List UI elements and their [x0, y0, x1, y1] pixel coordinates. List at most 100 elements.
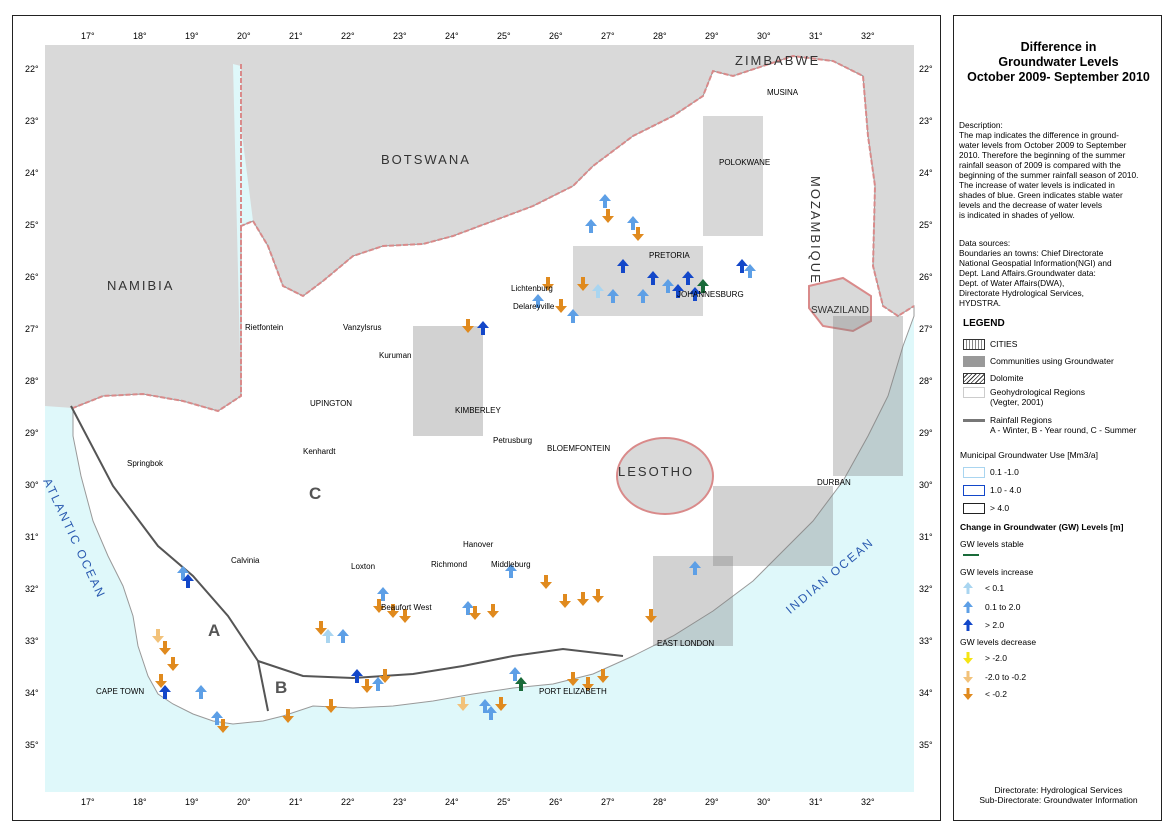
gw-decrease-arrow [155, 674, 167, 688]
description-text: Description: The map indicates the diffe… [959, 120, 1139, 220]
gw-decrease-arrow [567, 672, 579, 686]
lat-label: 34° [919, 688, 933, 698]
legend-cities-label: CITIES [990, 339, 1018, 349]
town-lichtenburg: Lichtenburg [511, 284, 553, 293]
town-cape-town: CAPE TOWN [96, 687, 145, 696]
lon-label: 25° [497, 31, 511, 41]
lon-label: 21° [289, 797, 303, 807]
legend-dec-3-label: < -0.2 [985, 689, 1007, 699]
gw-increase-arrow [159, 685, 171, 699]
legend-panel: Difference in Groundwater Levels October… [953, 15, 1162, 821]
geohydro-swatch [963, 387, 985, 398]
lat-label: 28° [919, 376, 933, 386]
legend-dec-2-label: -2.0 to -0.2 [985, 672, 1027, 682]
lon-label: 30° [757, 797, 771, 807]
municipal-head: Municipal Groundwater Use [Mm3/a] [960, 450, 1098, 460]
lon-label: 29° [705, 31, 719, 41]
gw-decrease-arrow [152, 629, 164, 643]
town-hanover: Hanover [463, 540, 494, 549]
use-mid-swatch [963, 485, 985, 496]
country-label-mozambique: MOZAMBIQUE [808, 176, 823, 285]
town-rietfontein: Rietfontein [245, 323, 284, 332]
legend-cities: CITIES [963, 339, 1017, 350]
gw-decrease-arrow [457, 697, 469, 711]
gw-increase-arrow [689, 287, 701, 301]
gw-decrease-arrow [582, 677, 594, 691]
lon-label: 23° [393, 797, 407, 807]
town-vanzylsrus: Vanzylsrus [343, 323, 382, 332]
lat-label: 35° [919, 740, 933, 750]
legend-use-mid-label: 1.0 - 4.0 [990, 485, 1022, 495]
use-low-swatch [963, 467, 985, 478]
groundwater-map[interactable] [13, 16, 942, 822]
legend-communities: Communities using Groundwater [963, 356, 1114, 367]
lat-label: 22° [25, 64, 39, 74]
gw-increase-arrow [485, 706, 497, 720]
gw-decrease-arrow [645, 609, 657, 623]
gw-decrease-arrow [217, 719, 229, 733]
legend-use-high: > 4.0 [963, 503, 1009, 514]
town-springbok: Springbok [127, 459, 164, 468]
legend-communities-label: Communities using Groundwater [990, 356, 1114, 366]
lat-label: 25° [919, 220, 933, 230]
gw-decrease-arrow [379, 669, 391, 683]
lat-label: 33° [25, 636, 39, 646]
gw-increase-arrow [515, 677, 527, 691]
legend-inc-1: < 0.1 [963, 582, 1004, 594]
legend-rainfall-label: Rainfall Regions A - Winter, B - Year ro… [990, 415, 1137, 435]
lon-label: 20° [237, 797, 251, 807]
gw-increase-arrow [532, 294, 544, 308]
gw-decrease-arrow [495, 697, 507, 711]
gw-increase-arrow [689, 561, 701, 575]
legend-inc-2: 0.1 to 2.0 [963, 601, 1020, 613]
gw-increase-arrow [607, 289, 619, 303]
lon-label: 21° [289, 31, 303, 41]
lon-label: 22° [341, 797, 355, 807]
namibia-border [72, 226, 242, 413]
lat-label: 31° [25, 532, 39, 542]
town-durban: DURBAN [817, 478, 851, 487]
gw-increase-arrow [177, 566, 189, 580]
map-frame[interactable]: 17° 18° 19° 20° 21° 22° 23° 24° 25° 26° … [12, 15, 941, 821]
legend-geohydro: Geohydrological Regions (Vegter, 2001) [963, 387, 1085, 407]
gw-increase-arrow [592, 284, 604, 298]
legend-rainfall: Rainfall Regions A - Winter, B - Year ro… [963, 415, 1136, 435]
map-title: Difference in Groundwater Levels October… [967, 40, 1150, 84]
gw-increase-arrow [627, 216, 639, 230]
lon-label: 24° [445, 797, 459, 807]
communities-swatch [963, 356, 985, 367]
region-label-a: A [208, 621, 221, 640]
gw-decrease-arrow [597, 669, 609, 683]
gw-decrease-arrow [632, 227, 644, 241]
lon-label: 24° [445, 31, 459, 41]
region-label-c: C [309, 484, 322, 503]
town-richmond: Richmond [431, 560, 468, 569]
legend-geohydro-label: Geohydrological Regions (Vegter, 2001) [990, 387, 1085, 407]
change-head: Change in Groundwater (GW) Levels [m] [960, 522, 1124, 532]
gw-decrease-arrow [315, 621, 327, 635]
lat-label: 23° [25, 116, 39, 126]
gw-decrease-arrow [361, 679, 373, 693]
town-beaufort-west: Beaufort West [381, 603, 432, 612]
lon-label: 30° [757, 31, 771, 41]
gw-increase-arrow [736, 259, 748, 273]
gw-increase-arrow [322, 629, 334, 643]
country-label-namibia: NAMIBIA [107, 278, 175, 293]
lat-label: 35° [25, 740, 39, 750]
lon-label: 26° [549, 797, 563, 807]
gw-increase-arrow [462, 601, 474, 615]
gw-increase-arrow [182, 574, 194, 588]
town-kuruman: Kuruman [379, 351, 412, 360]
botswana-namibia-land [45, 45, 713, 411]
lat-label: 29° [25, 428, 39, 438]
lon-label: 27° [601, 797, 615, 807]
lat-label: 29° [919, 428, 933, 438]
lat-label: 32° [25, 584, 39, 594]
data-sources-text: Data sources: Boundaries an towns: Chief… [959, 238, 1112, 308]
gw-increase-arrow [211, 711, 223, 725]
town-petrusburg: Petrusburg [493, 436, 533, 445]
stable-swatch [963, 554, 979, 556]
rainfall-region-line-2 [257, 647, 624, 680]
country-label-botswana: BOTSWANA [381, 152, 471, 167]
gw-decrease-arrow [577, 277, 589, 291]
